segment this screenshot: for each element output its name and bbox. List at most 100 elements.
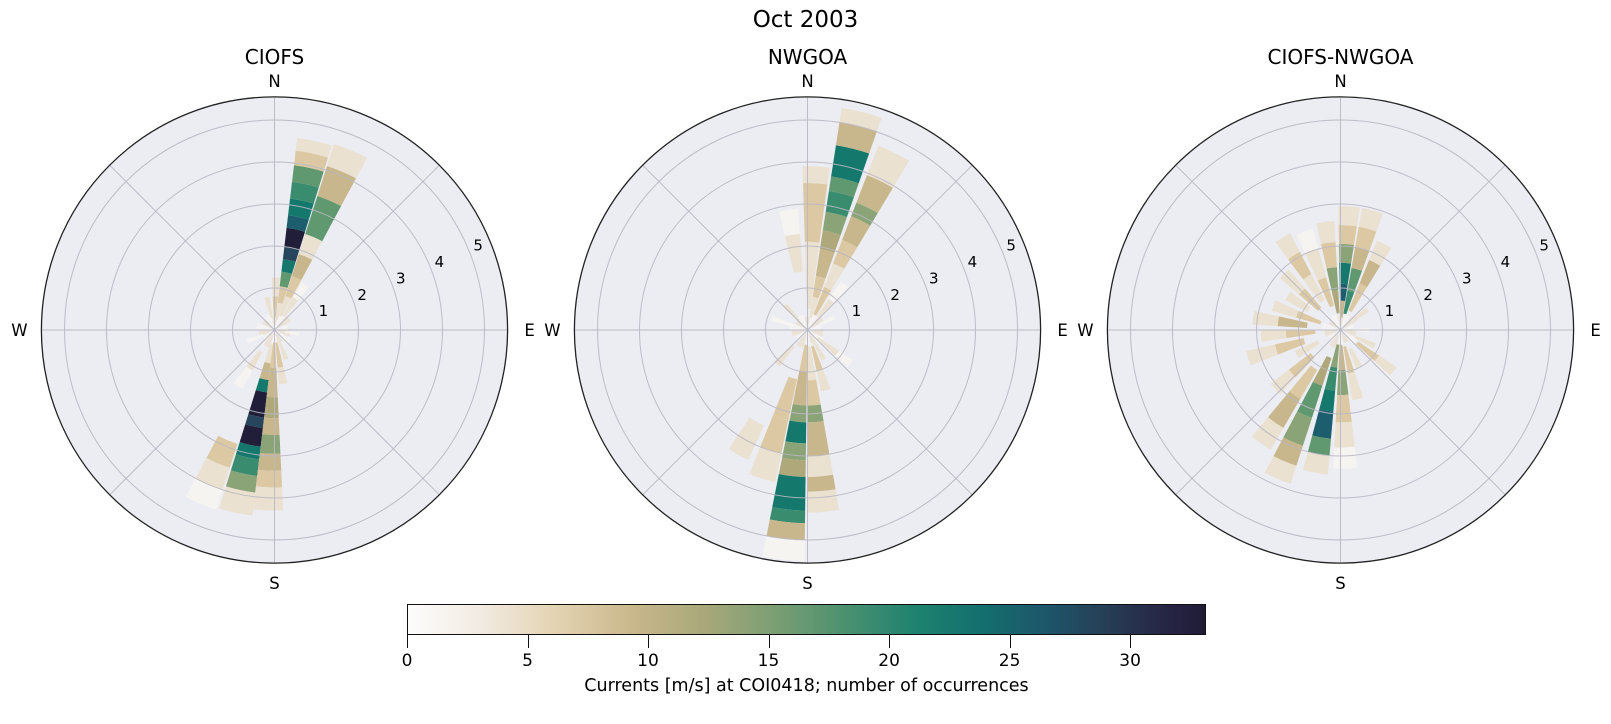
rose-center-blob xyxy=(1324,330,1337,337)
rose-center-blob xyxy=(1328,319,1338,329)
rose-petal-segment xyxy=(1312,409,1334,439)
rose-petal-segment xyxy=(1285,329,1316,339)
rose-petal-segment xyxy=(769,507,806,524)
rose-petal-segment xyxy=(799,344,808,372)
polar-grid-spoke xyxy=(807,164,973,331)
rose-petal-segment xyxy=(770,315,792,327)
radial-tick-label: 5 xyxy=(473,237,483,255)
rose-petal-segment xyxy=(1319,388,1336,412)
rose-petal-segment xyxy=(264,296,273,318)
rose-petal-segment xyxy=(762,535,805,561)
rose-petal-segment xyxy=(1285,291,1311,312)
rose-center-blob xyxy=(275,314,285,327)
polar-grid-spoke xyxy=(274,164,440,331)
rose-petal-segment xyxy=(856,175,893,213)
polar-grid-spoke xyxy=(642,329,808,496)
rose-petal-segment xyxy=(1337,369,1349,396)
rose-center-blob xyxy=(797,314,807,327)
rose-center-blob xyxy=(811,324,821,330)
rose-petal-segment xyxy=(235,442,261,460)
panel-ciofs-nwgoa: CIOFS-NWGOA N E S W 1 2 3 4 5 xyxy=(1072,28,1609,604)
rose-petal-segment xyxy=(257,453,282,471)
rose-petal-segment xyxy=(1353,307,1369,321)
colorbar-tick-label: 15 xyxy=(757,651,780,671)
rose-petal-segment xyxy=(1294,340,1320,358)
rose-petal-segment xyxy=(839,107,882,132)
rose-petal-segment xyxy=(1339,262,1352,285)
rose-petal-segment xyxy=(805,275,815,310)
rose-petal-segment xyxy=(1283,411,1312,446)
rose-petal-segment xyxy=(246,334,264,344)
rose-petal-segment xyxy=(1260,329,1287,342)
rose-center-blob xyxy=(1341,314,1351,327)
rose-petal-segment xyxy=(812,340,827,361)
rose-center-blob xyxy=(277,331,291,345)
rose-petal-segment xyxy=(255,378,269,393)
polar-spine xyxy=(573,96,1042,564)
rose-petal-segment xyxy=(1297,381,1323,418)
rose-petal-segment xyxy=(782,441,807,461)
rose-petal-segment xyxy=(816,336,840,356)
radial-tick-label: 2 xyxy=(890,286,900,304)
rose-petal-segment xyxy=(1267,391,1301,428)
rose-petal-segment xyxy=(282,246,300,262)
rose-petal-segment xyxy=(298,234,323,260)
rose-petal-segment xyxy=(779,208,800,237)
rose-petal-segment xyxy=(1347,371,1364,401)
colorbar-tick xyxy=(1009,635,1011,648)
polar-grid-spoke xyxy=(109,164,275,331)
rose-petal-segment xyxy=(275,342,284,368)
rose-center-blob xyxy=(1341,333,1349,343)
dir-label-s: S xyxy=(1335,574,1345,593)
rose-petal-segment xyxy=(1338,225,1357,245)
polar-grid-spoke xyxy=(109,329,275,496)
rose-petal-segment xyxy=(1321,241,1337,269)
rose-petal-segment xyxy=(291,254,313,281)
rose-petal-segment xyxy=(772,474,806,511)
polar-grid-spoke xyxy=(807,329,973,496)
rose-petal-segment xyxy=(305,196,342,242)
radial-tick-label: 3 xyxy=(1462,269,1472,287)
rose-petal-segment xyxy=(1303,451,1330,475)
rose-petal-segment xyxy=(294,150,329,172)
rose-petal-segment xyxy=(1347,267,1363,293)
rose-petal-segment xyxy=(807,474,836,492)
rose-petal-segment xyxy=(807,454,834,477)
polar-grid-spoke xyxy=(1175,164,1341,331)
rose-petal-segment xyxy=(253,486,284,511)
rose-petal-segment xyxy=(828,176,859,198)
rose-petal-segment xyxy=(1324,366,1338,391)
rose-petal-segment xyxy=(802,166,830,185)
rose-petal-segment xyxy=(833,239,858,269)
rose-petal-segment xyxy=(279,271,292,288)
rose-petal-segment xyxy=(728,417,764,460)
rose-petal-segment xyxy=(1288,251,1312,280)
colorbar-tick-label: 10 xyxy=(637,651,659,671)
rose-center-blob xyxy=(262,319,272,329)
radial-tick-label: 4 xyxy=(435,253,445,271)
rose-center-blob xyxy=(789,322,804,330)
rose-petal-segment xyxy=(835,350,854,367)
rose-petal-segment xyxy=(807,379,821,406)
rose-petal-segment xyxy=(1274,338,1306,355)
rose-center-blob xyxy=(795,331,805,341)
radial-tick-label: 2 xyxy=(1423,286,1433,304)
rose-petal-segment xyxy=(317,166,357,207)
rose-petal-segment xyxy=(766,519,805,540)
rose-center-blob xyxy=(256,322,271,330)
colorbar-tick-label: 25 xyxy=(998,651,1021,671)
radial-tick-label: 5 xyxy=(1539,237,1549,255)
rose-petal-segment xyxy=(816,369,831,392)
rose-center-blob xyxy=(262,331,272,341)
polar-grid-spoke xyxy=(1175,329,1341,496)
rose-petal-segment xyxy=(286,215,309,232)
rose-petal-segment xyxy=(295,138,332,158)
colorbar-tick xyxy=(648,635,649,648)
rose-petal-segment xyxy=(278,296,292,318)
colorbar-tick-label: 5 xyxy=(522,651,533,671)
rose-petal-segment xyxy=(812,276,826,299)
rose-petal-segment xyxy=(1348,347,1363,369)
rose-petal-segment xyxy=(807,489,840,513)
radial-tick-label: 4 xyxy=(968,253,978,271)
